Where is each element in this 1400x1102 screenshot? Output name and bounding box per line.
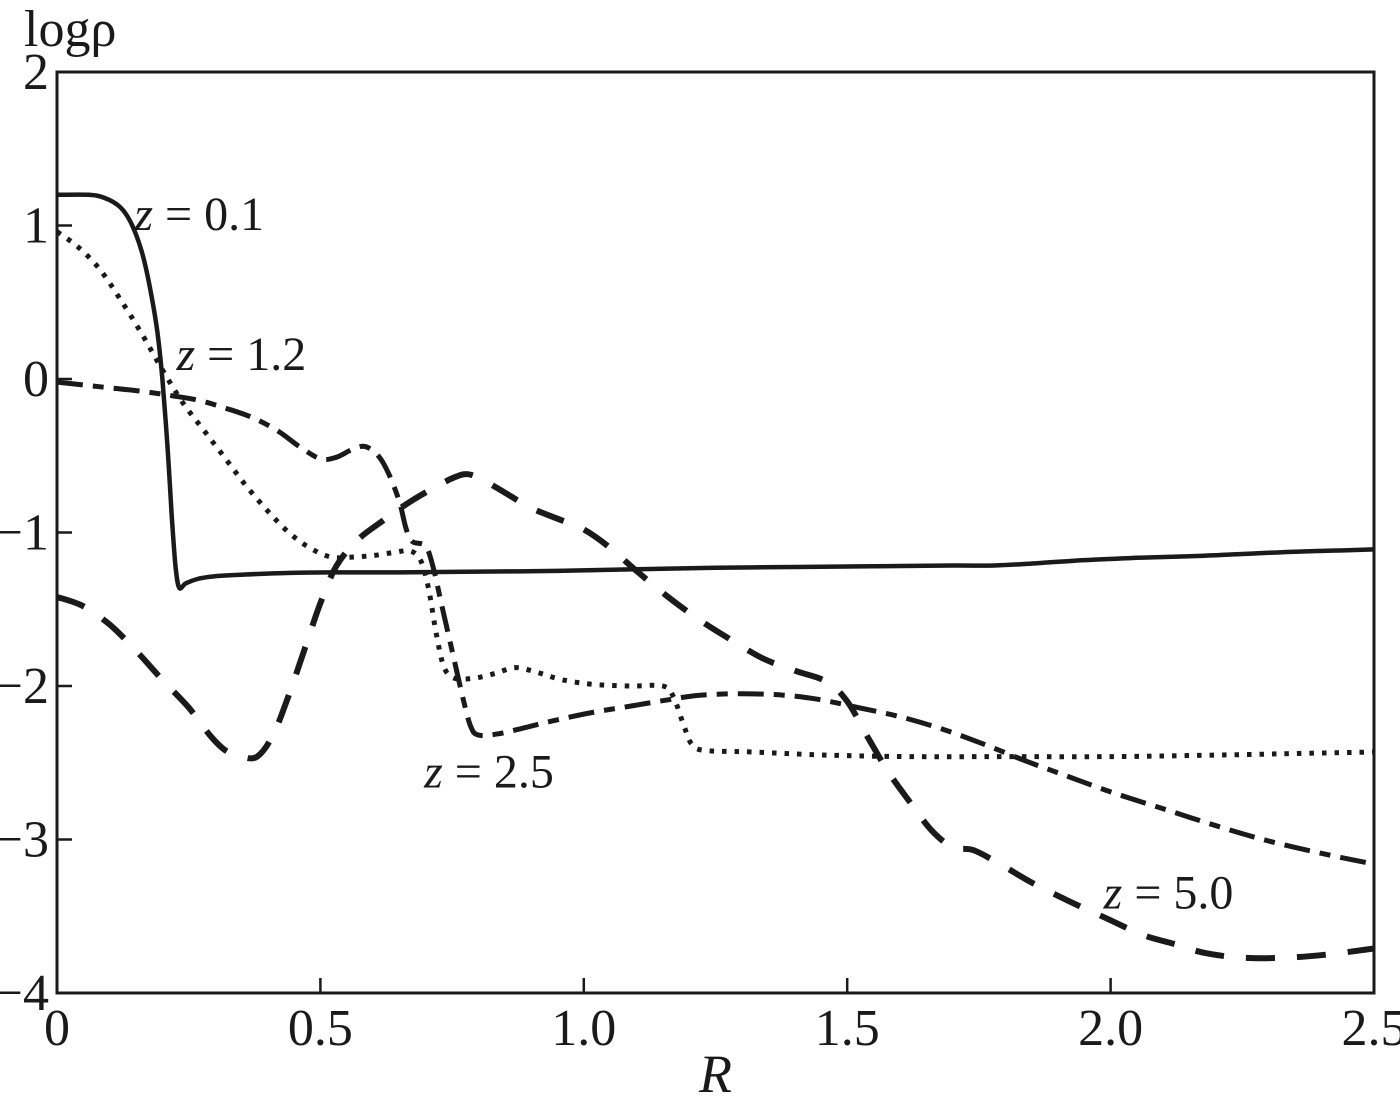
curve-z-2-5 [56,379,1375,867]
curve-z-1-2 [55,229,1375,760]
curve-z-5-0 [56,471,1375,962]
y-tick-label: −3 [0,812,49,869]
curve-label-z-0-1: z = 0.1 [133,188,264,241]
y-tick-label: −1 [0,505,49,562]
x-tick-label: 1.5 [815,1000,880,1057]
x-tick-label: 2.5 [1342,1000,1400,1057]
y-tick-label: 0 [23,351,49,408]
curve-label-z-5-0: z = 5.0 [1103,867,1234,920]
y-tick-label: −2 [0,658,49,715]
x-tick-label: 2.0 [1078,1000,1143,1057]
curve-z-0-1 [56,192,1375,591]
x-tick-label: 0 [44,1000,70,1057]
y-tick-label: −4 [0,965,49,1022]
curve-label-z-1-2: z = 1.2 [175,328,306,381]
x-axis-title: R [698,1044,732,1102]
y-tick-label: 1 [23,198,49,255]
y-tick-label: 2 [23,44,49,101]
y-axis-title: logρ [24,1,116,58]
x-tick-label: 1.0 [551,1000,616,1057]
x-tick-label: 0.5 [288,1000,353,1057]
curve-label-z-2-5: z = 2.5 [423,745,554,798]
